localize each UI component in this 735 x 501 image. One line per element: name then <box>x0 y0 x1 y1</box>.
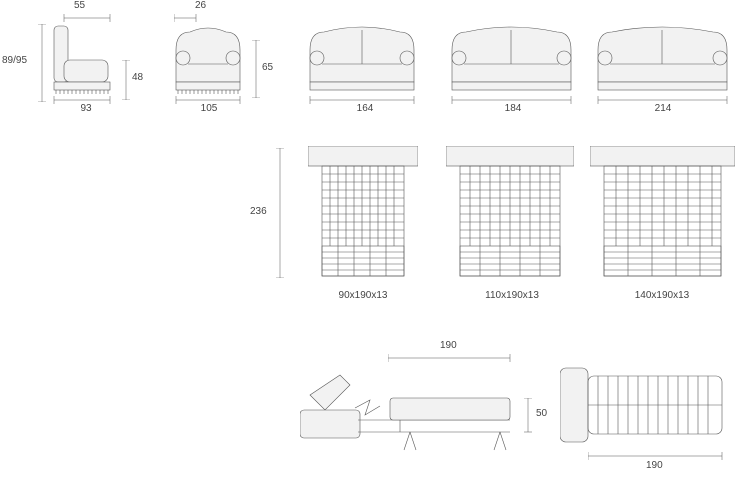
dim-arrow <box>36 24 48 102</box>
drawing-sofa-184 <box>444 22 579 102</box>
drawing-armchair <box>168 22 248 102</box>
dim-arm-right: 65 <box>262 62 273 73</box>
dim-sofabed-right: 50 <box>536 408 547 419</box>
dim-arm-top: 26 <box>195 0 206 11</box>
dim-side-left: 89/95 <box>2 55 27 66</box>
dim-bed-b: 110x190x13 <box>474 290 550 301</box>
dim-arrow <box>250 40 262 98</box>
drawing-sofa-164 <box>302 22 422 102</box>
dim-sofabed-top: 190 <box>440 340 457 351</box>
drawing-sofabed-side <box>300 360 525 455</box>
dim-side-right: 48 <box>132 72 143 83</box>
dim-side-bottom: 93 <box>76 103 96 114</box>
dim-arrow <box>174 12 204 24</box>
drawing-sofa-214 <box>590 22 735 102</box>
dim-depth: 236 <box>250 206 267 217</box>
drawing-bed-a <box>308 146 418 286</box>
drawing-bed-b <box>446 146 574 286</box>
dim-sofa-c: 214 <box>648 103 678 114</box>
dim-arrow <box>48 12 118 24</box>
dim-sofabed-bottom: 190 <box>646 460 663 471</box>
dim-bed-c: 140x190x13 <box>624 290 700 301</box>
drawing-bed-c <box>590 146 735 286</box>
drawing-sofabed-top <box>560 360 730 450</box>
dim-arrow <box>274 148 286 278</box>
dim-arrow <box>522 398 534 434</box>
dim-bed-a: 90x190x13 <box>328 290 398 301</box>
dim-sofa-b: 184 <box>498 103 528 114</box>
dim-arrow <box>120 60 132 100</box>
dim-arm-bottom: 105 <box>194 103 224 114</box>
drawing-side-chair <box>48 22 118 102</box>
dim-sofa-a: 164 <box>350 103 380 114</box>
dim-arrow <box>388 352 518 364</box>
dim-side-top: 55 <box>74 0 85 11</box>
